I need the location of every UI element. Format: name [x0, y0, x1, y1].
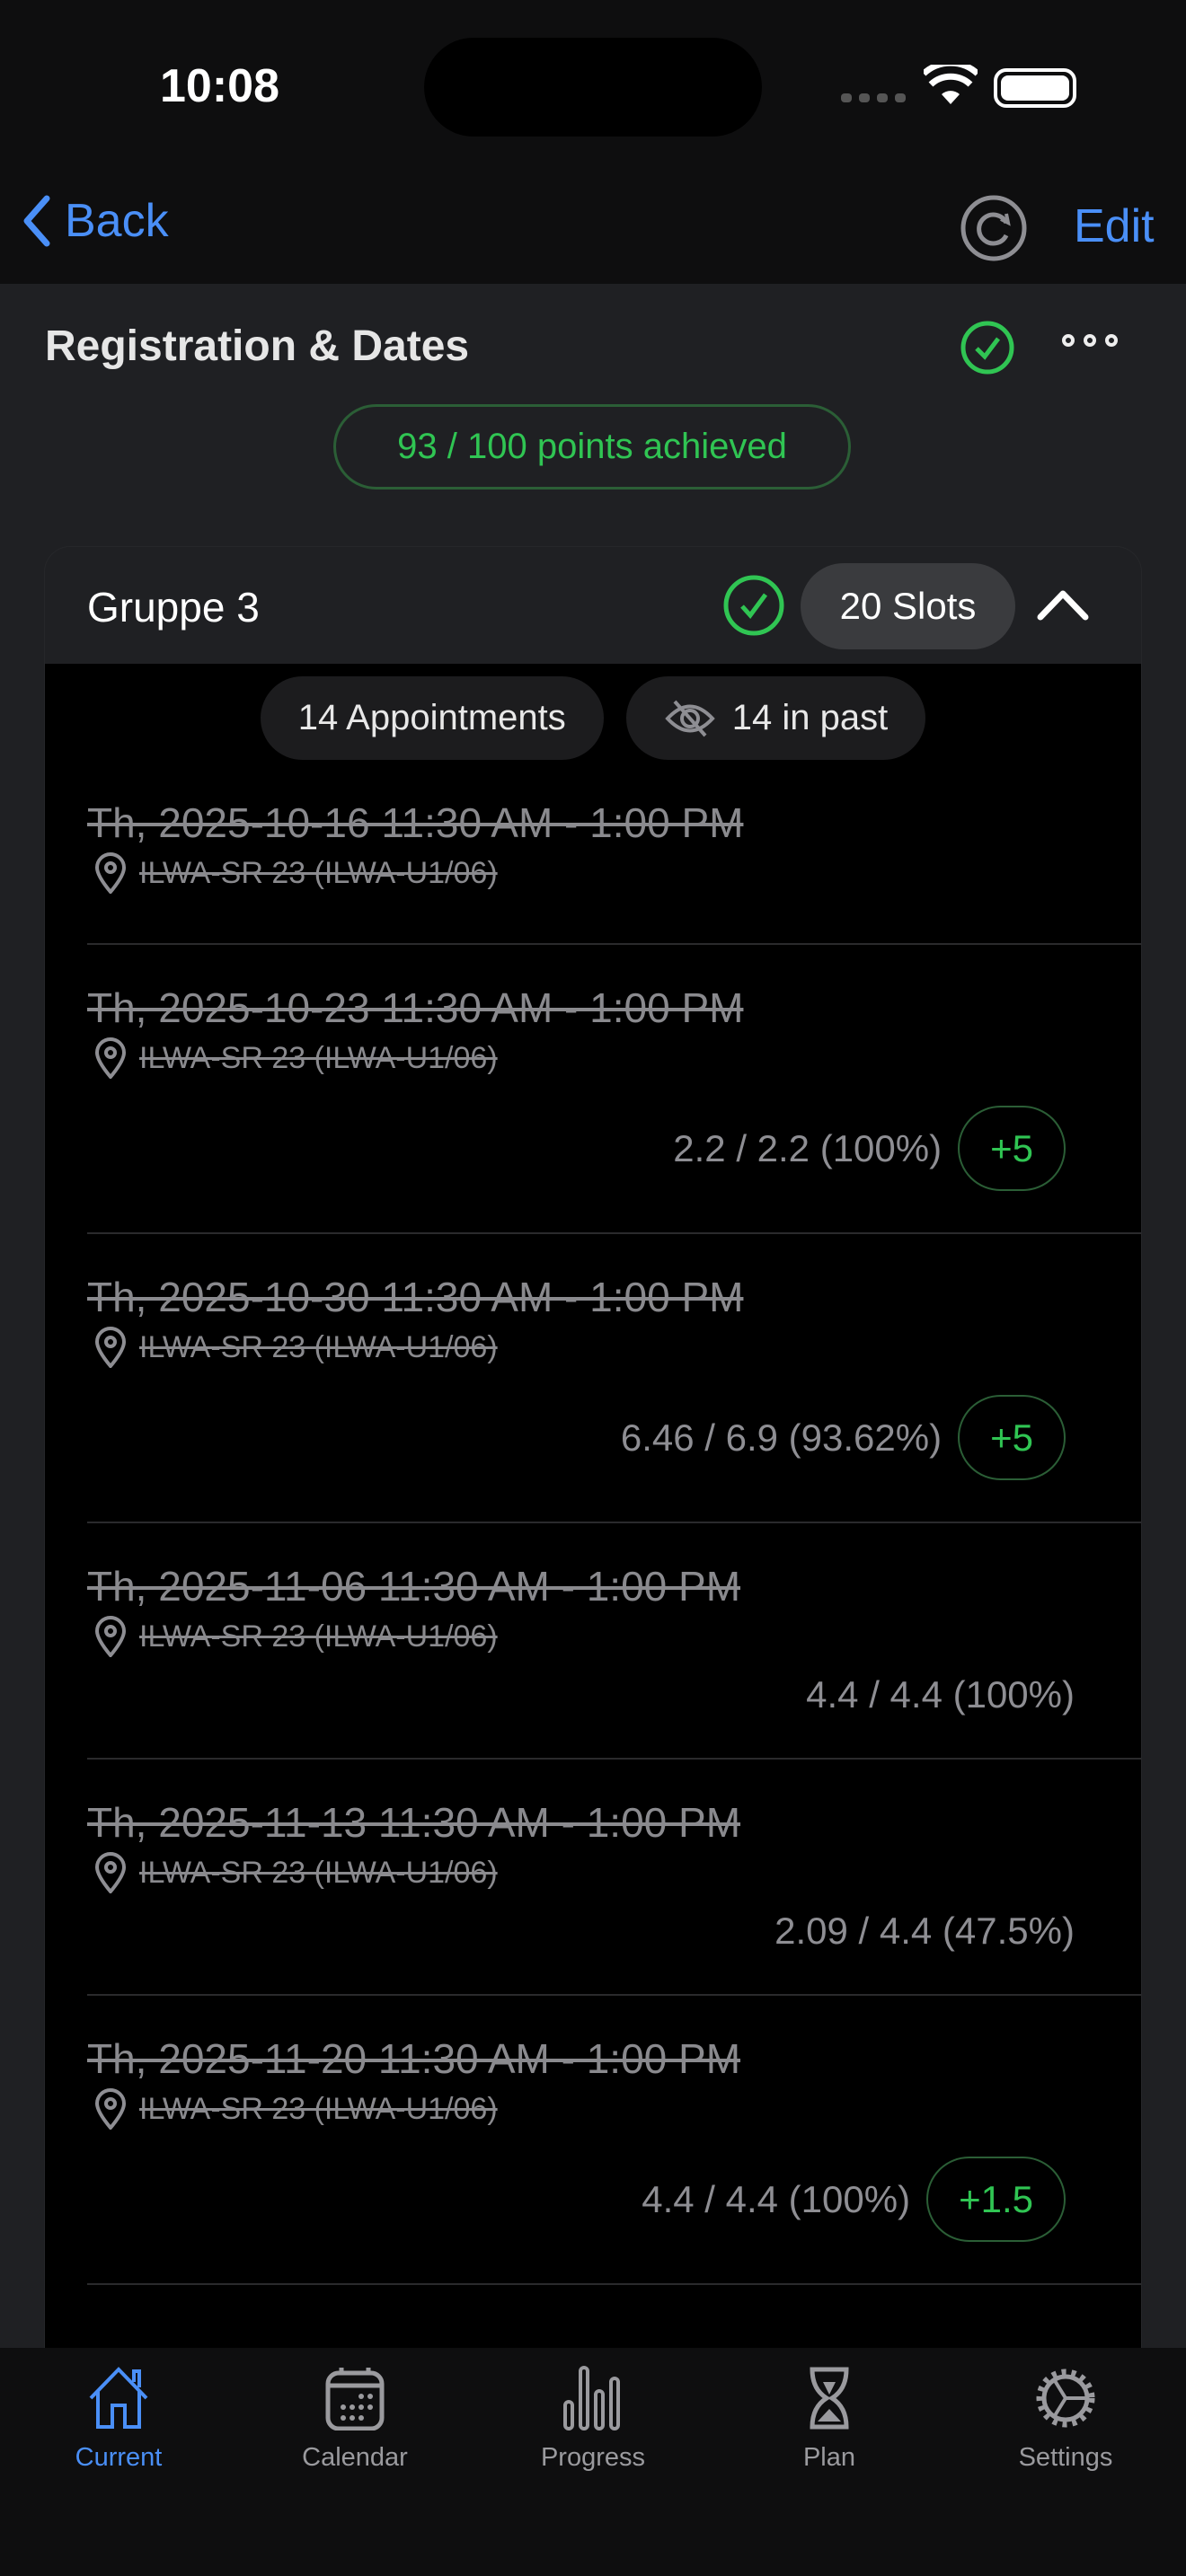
tab-progress[interactable]: Progress	[494, 2366, 692, 2473]
appointment-date: Th, 2025-11-13 11:30 AM - 1:00 PM	[87, 1799, 741, 1846]
gear-icon	[1036, 2369, 1095, 2428]
appointment-location: ILWA-SR 23 (ILWA-U1/06)	[87, 2078, 1141, 2140]
group-card: Gruppe 3 20 Slots 14 Appointments 14 in …	[45, 547, 1141, 2433]
chevron-left-icon	[23, 195, 50, 247]
appointment-row[interactable]: Th, 2025-10-16 11:30 AM - 1:00 PM ILWA-S…	[87, 760, 1141, 945]
status-bar: 10:08	[0, 0, 1186, 162]
tab-plan[interactable]: Plan	[730, 2366, 928, 2473]
score-line: 6.46 / 6.9 (93.62%) +5	[87, 1395, 1141, 1480]
check-circle-icon	[723, 575, 784, 636]
past-filter-chip[interactable]: 14 in past	[625, 676, 926, 760]
score-text: 2.2 / 2.2 (100%)	[673, 1126, 943, 1169]
appointment-row[interactable]: Th, 2025-11-13 11:30 AM - 1:00 PM ILWA-S…	[87, 1760, 1141, 1996]
chart-bar-icon	[563, 2366, 620, 2430]
location-text: ILWA-SR 23 (ILWA-U1/06)	[139, 855, 498, 890]
points-badge: 93 / 100 points achieved	[333, 404, 851, 490]
tab-settings[interactable]: Settings	[967, 2366, 1164, 2473]
group-name: Gruppe 3	[87, 584, 260, 631]
tab-label: Settings	[1018, 2443, 1113, 2472]
tab-calendar[interactable]: Calendar	[256, 2366, 454, 2473]
bonus-badge: +5	[958, 1106, 1066, 1191]
appointment-row[interactable]: Th, 2025-10-23 11:30 AM - 1:00 PM ILWA-S…	[87, 945, 1141, 1234]
calendar-icon	[325, 2368, 385, 2430]
refresh-button[interactable]	[960, 194, 1028, 262]
appointment-location: ILWA-SR 23 (ILWA-U1/06)	[87, 842, 1141, 904]
appointment-date: Th, 2025-11-20 11:30 AM - 1:00 PM	[87, 2035, 741, 2082]
appointment-date: Th, 2025-11-06 11:30 AM - 1:00 PM	[87, 1563, 741, 1610]
appointments-count: 14 Appointments	[297, 698, 566, 737]
score-text: 6.46 / 6.9 (93.62%)	[620, 1416, 943, 1459]
clock: 10:08	[160, 60, 279, 112]
edit-button[interactable]: Edit	[1074, 200, 1155, 252]
location-pin-icon	[94, 1616, 127, 1657]
battery-icon	[994, 68, 1076, 108]
signal-icon	[841, 93, 906, 102]
hourglass-icon	[810, 2367, 849, 2430]
appointment-location: ILWA-SR 23 (ILWA-U1/06)	[87, 1316, 1141, 1379]
location-text: ILWA-SR 23 (ILWA-U1/06)	[139, 1855, 498, 1890]
tab-label: Plan	[802, 2443, 856, 2472]
eye-slash-icon	[665, 700, 715, 737]
section-title: Registration & Dates	[45, 322, 470, 370]
score-line: 4.4 / 4.4 (100%) +1.5	[87, 2157, 1141, 2242]
tab-bar: Current Calendar Progress Plan Settings	[0, 2348, 1186, 2576]
score-text: 4.4 / 4.4 (100%)	[642, 2177, 911, 2220]
chevron-up-icon[interactable]	[1037, 588, 1089, 621]
location-pin-icon	[94, 1327, 127, 1368]
location-text: ILWA-SR 23 (ILWA-U1/06)	[139, 1040, 498, 1075]
back-button[interactable]: Back	[22, 194, 169, 248]
more-button[interactable]	[1062, 334, 1118, 347]
slots-badge: 20 Slots	[801, 563, 1015, 649]
check-circle-icon	[960, 321, 1014, 375]
appointment-row[interactable]: Th, 2025-10-30 11:30 AM - 1:00 PM ILWA-S…	[87, 1234, 1141, 1523]
score-line: 2.2 / 2.2 (100%) +5	[87, 1106, 1141, 1191]
location-pin-icon	[94, 1037, 127, 1079]
location-pin-icon	[94, 2088, 127, 2130]
house-icon	[89, 2367, 148, 2429]
nav-bar: Back Edit	[0, 162, 1186, 284]
location-pin-icon	[94, 1852, 127, 1893]
score-text: 4.4 / 4.4 (100%)	[806, 1673, 1075, 1716]
past-count: 14 in past	[731, 698, 889, 737]
appointment-date: Th, 2025-10-23 11:30 AM - 1:00 PM	[87, 984, 744, 1031]
location-text: ILWA-SR 23 (ILWA-U1/06)	[139, 1329, 498, 1364]
score-line: 2.09 / 4.4 (47.5%)	[87, 1904, 1141, 1958]
tab-label: Progress	[540, 2443, 646, 2472]
appointment-list: 14 Appointments 14 in past Th, 2025-10-1…	[45, 664, 1141, 2433]
bonus-badge: +5	[958, 1395, 1066, 1480]
appointments-chip: 14 Appointments	[260, 676, 604, 760]
appointment-date: Th, 2025-10-16 11:30 AM - 1:00 PM	[87, 799, 744, 846]
location-text: ILWA-SR 23 (ILWA-U1/06)	[139, 1619, 498, 1654]
score-line: 4.4 / 4.4 (100%)	[87, 1668, 1141, 1722]
score-text: 2.09 / 4.4 (47.5%)	[774, 1910, 1075, 1952]
appointment-location: ILWA-SR 23 (ILWA-U1/06)	[87, 1605, 1141, 1668]
location-text: ILWA-SR 23 (ILWA-U1/06)	[139, 2091, 498, 2126]
bonus-badge: +1.5	[926, 2157, 1066, 2242]
tab-current[interactable]: Current	[20, 2366, 217, 2473]
wifi-icon	[924, 65, 978, 104]
dynamic-island	[424, 38, 762, 137]
appointment-row[interactable]: Th, 2025-11-06 11:30 AM - 1:00 PM ILWA-S…	[87, 1523, 1141, 1760]
appointment-location: ILWA-SR 23 (ILWA-U1/06)	[87, 1841, 1141, 1904]
back-label: Back	[65, 195, 169, 247]
appointment-location: ILWA-SR 23 (ILWA-U1/06)	[87, 1027, 1141, 1090]
appointment-date: Th, 2025-10-30 11:30 AM - 1:00 PM	[87, 1274, 744, 1320]
appointment-row[interactable]: Th, 2025-11-20 11:30 AM - 1:00 PM ILWA-S…	[87, 1996, 1141, 2285]
tab-label: Calendar	[302, 2443, 408, 2472]
location-pin-icon	[94, 852, 127, 894]
tab-label: Current	[75, 2443, 163, 2472]
